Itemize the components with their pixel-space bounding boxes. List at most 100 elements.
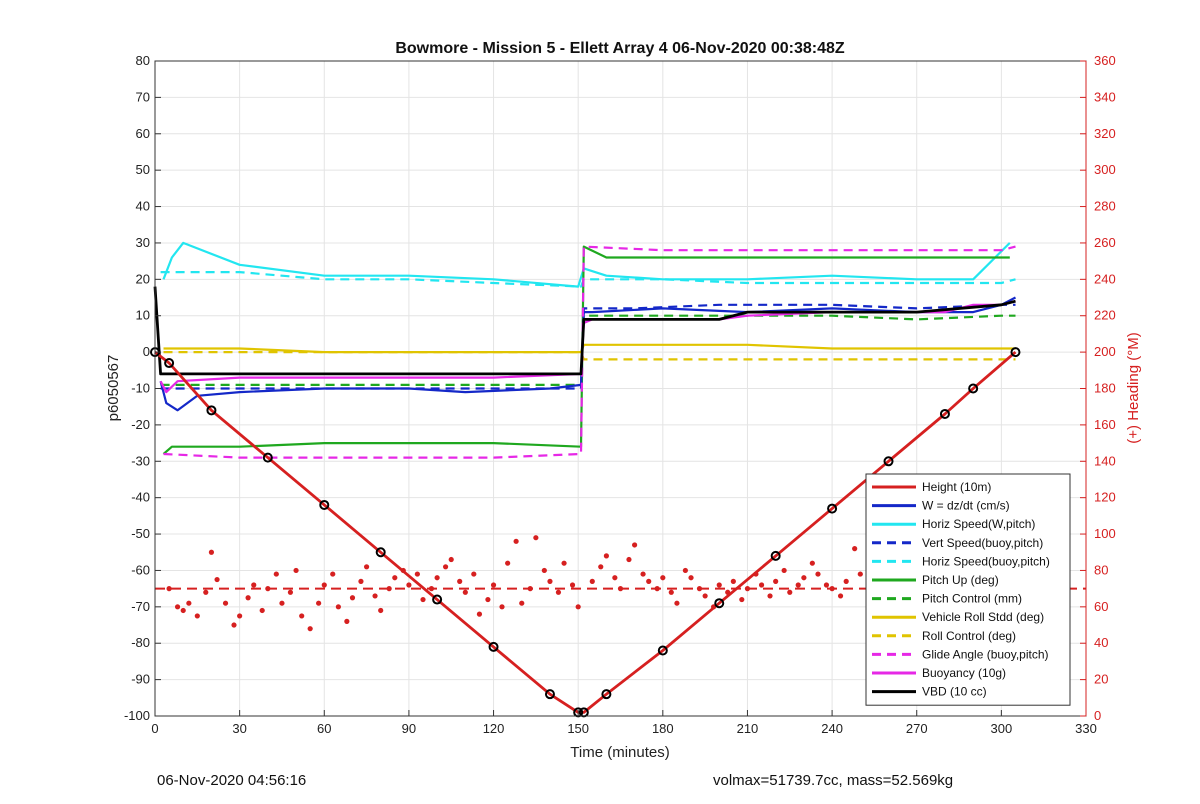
heading-point <box>344 618 350 624</box>
y2-tick-label: 220 <box>1094 308 1116 323</box>
series-line-1 <box>159 296 1017 412</box>
heading-point <box>316 600 322 606</box>
heading-point <box>555 589 562 595</box>
heading-point <box>186 600 192 606</box>
heading-point <box>471 571 477 577</box>
y2-tick-label: 340 <box>1094 89 1116 104</box>
heading-point <box>208 549 215 555</box>
legend-entry: VBD (10 cc) <box>922 685 987 699</box>
heading-point <box>505 560 511 566</box>
series-line-2 <box>162 241 1011 288</box>
heading-point <box>730 578 736 584</box>
heading-point <box>513 538 519 544</box>
legend-box <box>865 473 1071 706</box>
heading-point <box>668 589 674 595</box>
y-tick-label: -30 <box>131 453 150 468</box>
heading-point <box>519 600 525 606</box>
legend: Height (10m) W = dz/dt (cm/s) Horiz Speed(… <box>865 473 1071 706</box>
y2-tick-label: 240 <box>1094 271 1116 286</box>
y-tick-label: -80 <box>131 635 150 650</box>
y-tick-label: -90 <box>131 672 150 687</box>
x-tick-label: 120 <box>483 721 505 736</box>
x-tick-label: 210 <box>737 721 759 736</box>
series-line-0 <box>154 350 1017 714</box>
height-marker <box>164 358 175 369</box>
heading-point <box>214 576 220 583</box>
height-marker <box>544 689 555 700</box>
y2-tick-label: 260 <box>1094 235 1116 250</box>
legend-entry: Horiz Speed(W,pitch) <box>922 517 1035 531</box>
y-tick-label: 0 <box>143 344 150 359</box>
heading-point <box>490 582 497 588</box>
heading-point <box>617 586 624 592</box>
heading-point <box>569 582 576 588</box>
heading-point <box>166 586 172 592</box>
heading-point <box>829 586 835 592</box>
heading-point <box>231 622 237 628</box>
heading-point <box>293 567 299 574</box>
height-marker <box>657 645 668 656</box>
heading-point <box>547 578 553 584</box>
series-line-8 <box>163 351 1016 361</box>
heading-point <box>237 613 243 619</box>
y2-tick-label: 280 <box>1094 199 1116 214</box>
legend-entry: Glide Angle (buoy,pitch) <box>922 647 1049 661</box>
x-tick-label: 90 <box>402 721 416 736</box>
y-tick-label: -40 <box>131 490 150 505</box>
y-axis-label: p6050567 <box>105 355 122 422</box>
heading-point <box>739 596 745 603</box>
heading-point <box>767 593 773 599</box>
heading-point <box>561 560 567 566</box>
legend-entry: Pitch Control (mm) <box>922 592 1022 606</box>
x-tick-label: 0 <box>151 721 158 736</box>
heading-point <box>781 567 787 574</box>
heading-point <box>448 556 454 563</box>
series-line-3 <box>160 303 1016 390</box>
y2-tick-label: 0 <box>1094 708 1101 723</box>
y2-tick-label: 160 <box>1094 417 1116 432</box>
heading-point <box>222 600 229 606</box>
heading-point <box>809 560 815 566</box>
heading-point <box>203 589 209 595</box>
y2-tick-label: 320 <box>1094 126 1116 141</box>
y2-tick-label: 140 <box>1094 453 1116 468</box>
y-tick-label: -20 <box>131 417 150 432</box>
y2-axis-label: (+) Heading (°M) <box>1125 332 1142 443</box>
height-marker <box>968 383 979 394</box>
heading-point <box>626 556 632 563</box>
series-line-11 <box>153 286 1016 376</box>
height-marker <box>714 598 725 609</box>
heading-point <box>632 542 638 548</box>
series-line-10 <box>159 300 1016 394</box>
heading-point <box>245 595 251 601</box>
height-marker <box>432 594 443 605</box>
heading-point <box>476 611 483 617</box>
heading-point <box>787 589 793 595</box>
heading-point <box>702 593 708 599</box>
heading-point <box>420 596 426 603</box>
heading-point <box>321 582 327 588</box>
x-tick-label: 240 <box>821 721 843 736</box>
heading-point <box>541 567 547 574</box>
heading-point <box>406 582 412 588</box>
heading-point <box>273 571 279 577</box>
x-tick-label: 60 <box>317 721 331 736</box>
heading-point <box>612 575 618 581</box>
footer-timestamp: 06-Nov-2020 04:56:16 <box>157 772 307 789</box>
y-tick-label: 20 <box>136 271 150 286</box>
y2-tick-label: 100 <box>1094 526 1116 541</box>
heading-point <box>279 600 285 606</box>
heading-point <box>386 586 392 592</box>
x-axis-label: Time (minutes) <box>570 744 669 761</box>
y-tick-label: -10 <box>131 381 150 396</box>
heading-point <box>857 571 863 577</box>
heading-point <box>428 586 435 592</box>
y2-tick-label: 40 <box>1094 635 1108 650</box>
heading-point <box>682 567 688 574</box>
y2-tick-label: 360 <box>1094 53 1116 68</box>
legend-entry: Pitch Up (deg) <box>922 573 999 587</box>
x-tick-label: 300 <box>991 721 1013 736</box>
y2-tick-label: 120 <box>1094 490 1116 505</box>
heading-point <box>265 586 271 592</box>
